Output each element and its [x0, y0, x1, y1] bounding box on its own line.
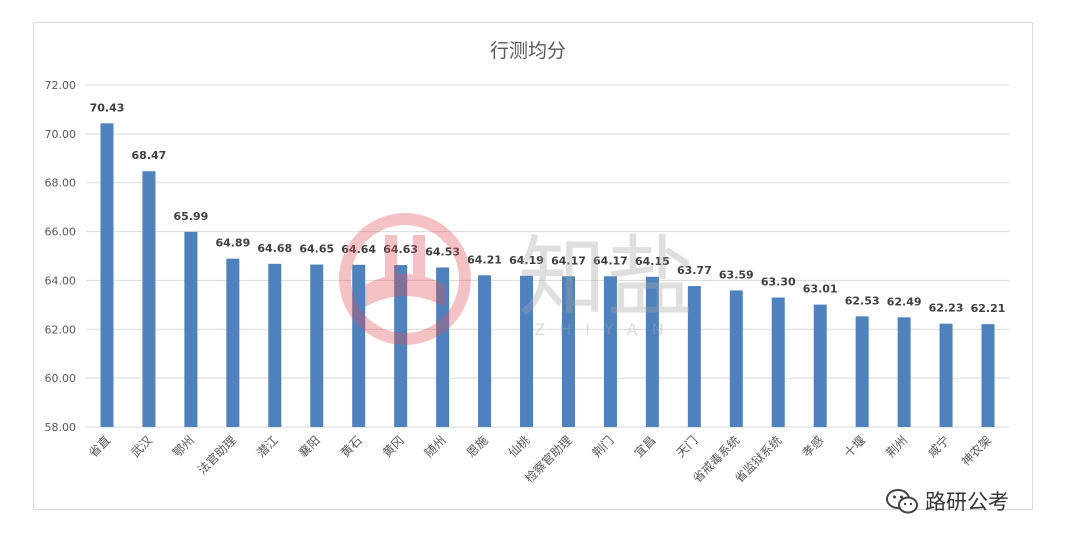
brand: 路研公考: [885, 486, 1009, 516]
bar: [394, 265, 408, 427]
data-label: 63.59: [719, 268, 754, 281]
bar: [855, 316, 869, 427]
x-category-label: 咸宁: [925, 433, 953, 461]
x-category-label: 武汉: [128, 433, 155, 460]
bar: [981, 324, 995, 427]
watermark-logo-icon: [339, 213, 471, 345]
x-category-label: 宜昌: [631, 433, 659, 461]
chart-title: 行测均分: [490, 40, 566, 62]
x-category-label: 潜江: [254, 433, 281, 460]
data-label: 70.43: [90, 101, 125, 114]
y-tick-label: 60.00: [45, 372, 77, 385]
gridlines: [86, 84, 1009, 428]
y-tick-label: 72.00: [45, 79, 77, 92]
data-label: 68.47: [132, 149, 167, 162]
x-category-label: 随州: [421, 433, 449, 461]
data-label: 64.21: [467, 253, 502, 266]
data-label: 62.23: [929, 302, 964, 315]
bar: [897, 317, 911, 427]
bar: [687, 286, 701, 427]
data-labels: 70.43 68.47 65.99 64.89 64.68 64.65 64.64 64.63…: [90, 101, 1006, 315]
data-label: 64.68: [257, 242, 292, 255]
bar: [561, 276, 575, 427]
x-category-label: 黄石: [338, 433, 365, 460]
x-category-label: 法官助理: [194, 433, 239, 478]
x-category-label: 鄂州: [170, 433, 197, 460]
data-label: 64.15: [635, 255, 670, 268]
y-tick-label: 62.00: [45, 323, 77, 336]
data-label: 64.53: [425, 245, 460, 258]
bar: [729, 290, 743, 427]
x-category-label: 襄阳: [295, 433, 323, 461]
bar: [184, 231, 198, 427]
watermark-subtext: ZHIYAN: [534, 320, 677, 339]
data-label: 63.77: [677, 264, 712, 277]
data-label: 62.53: [845, 294, 880, 307]
bar: [520, 275, 534, 427]
data-label: 62.21: [971, 302, 1006, 315]
bar: [310, 264, 324, 427]
x-category-label: 恩施: [464, 433, 491, 460]
x-category-label: 荆州: [883, 433, 910, 460]
watermark-text: 知盐: [518, 226, 694, 329]
bar: [268, 263, 282, 427]
bar: [436, 267, 450, 427]
y-tick-label: 70.00: [45, 128, 77, 141]
bar: [478, 275, 492, 427]
bar: [939, 323, 953, 427]
bar: [100, 123, 114, 428]
data-label: 63.01: [803, 283, 838, 296]
y-tick-label: 58.00: [45, 421, 77, 434]
data-label: 64.64: [341, 243, 376, 256]
data-label: 64.63: [383, 243, 418, 256]
bars: [100, 123, 995, 428]
data-label: 64.17: [551, 254, 586, 267]
x-category-label: 仙桃: [505, 433, 533, 461]
bar: [645, 276, 659, 427]
x-category-label: 孝感: [799, 433, 827, 461]
bar: [813, 304, 827, 427]
y-tick-label: 64.00: [45, 274, 77, 287]
chart-frame: 行测均分 58.00 60.00 62.00 64.00 66.00 68.00 70.00…: [33, 22, 1033, 510]
x-category-label: 省直: [86, 433, 113, 460]
y-tick-label: 66.00: [45, 226, 77, 239]
data-label: 65.99: [173, 210, 208, 223]
watermark: 知盐 ZHIYAN: [339, 213, 694, 345]
data-label: 62.49: [887, 295, 922, 308]
x-category-label: 神农架: [959, 433, 994, 468]
data-label: 63.30: [761, 276, 796, 289]
data-label: 64.17: [593, 254, 628, 267]
data-label: 64.19: [509, 254, 544, 267]
y-axis-ticks: 58.00 60.00 62.00 64.00 66.00 68.00 70.00 72.00: [45, 79, 77, 434]
data-label: 64.65: [299, 243, 334, 256]
x-category-label: 黄冈: [380, 433, 407, 460]
bar: [142, 171, 156, 427]
wechat-icon: [886, 489, 918, 514]
bar: [226, 258, 240, 427]
x-category-label: 天门: [673, 433, 701, 461]
bar: [352, 264, 366, 427]
bar: [771, 297, 785, 427]
bar-chart: 行测均分 58.00 60.00 62.00 64.00 66.00 68.00 70.00…: [45, 40, 1009, 486]
y-tick-label: 68.00: [45, 177, 77, 190]
x-category-label: 十堰: [841, 433, 868, 460]
brand-name: 路研公考: [925, 490, 1009, 514]
data-label: 64.89: [215, 237, 250, 250]
x-category-label: 荆门: [589, 433, 617, 461]
bar: [603, 276, 617, 427]
